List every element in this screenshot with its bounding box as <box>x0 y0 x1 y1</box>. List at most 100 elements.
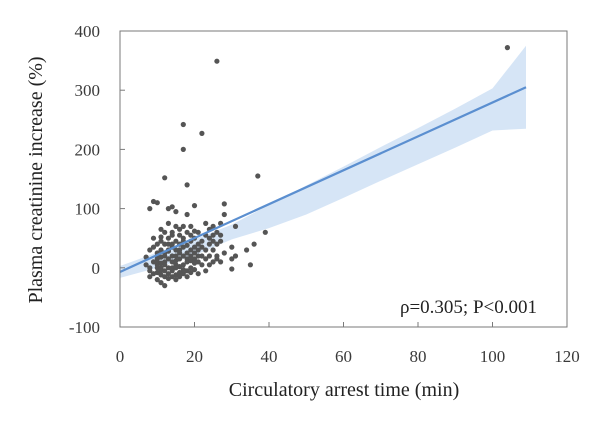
data-point <box>162 262 168 268</box>
data-point <box>203 247 209 253</box>
data-point <box>221 201 227 207</box>
data-point <box>154 200 160 206</box>
data-point <box>165 241 171 247</box>
data-point <box>203 220 209 226</box>
data-point <box>199 238 205 244</box>
data-point <box>154 277 160 283</box>
y-tick-label: 200 <box>75 140 101 159</box>
data-point <box>180 271 186 277</box>
data-point <box>244 247 250 253</box>
data-point <box>214 256 220 262</box>
data-point <box>177 256 183 262</box>
data-point <box>206 235 212 241</box>
data-point <box>206 253 212 259</box>
x-tick-label: 80 <box>410 347 427 366</box>
points-layer <box>143 45 510 289</box>
data-point <box>165 271 171 277</box>
data-point <box>177 247 183 253</box>
data-point <box>229 266 235 272</box>
trend-line <box>119 86 527 273</box>
data-point <box>206 241 212 247</box>
data-point <box>165 256 171 262</box>
data-point <box>210 232 216 238</box>
data-point <box>232 223 239 229</box>
data-point <box>184 229 190 235</box>
data-point <box>169 265 175 271</box>
data-point <box>158 226 164 232</box>
data-point <box>180 223 186 229</box>
data-point <box>173 223 179 229</box>
data-point <box>206 262 212 268</box>
data-point <box>147 268 153 274</box>
data-point <box>251 241 257 247</box>
data-point <box>180 121 186 128</box>
data-point <box>203 256 209 262</box>
data-point <box>504 45 510 51</box>
data-point <box>177 226 183 232</box>
data-point <box>262 229 268 235</box>
data-point <box>158 238 164 244</box>
data-point <box>147 274 153 280</box>
data-point <box>199 244 205 250</box>
data-point <box>195 253 201 259</box>
data-point <box>184 274 190 280</box>
data-point <box>191 244 198 250</box>
data-point <box>162 241 168 247</box>
data-point <box>173 238 179 244</box>
x-tick-label: 0 <box>116 347 125 366</box>
data-point <box>169 232 175 238</box>
data-point <box>147 247 153 253</box>
data-point <box>255 173 261 179</box>
data-point <box>150 244 157 250</box>
data-point <box>158 234 164 240</box>
x-axis-title: Circulatory arrest time (min) <box>229 379 459 401</box>
data-point <box>210 247 216 253</box>
data-point <box>191 256 198 262</box>
data-point <box>165 220 171 226</box>
data-point <box>150 235 157 241</box>
data-point <box>173 277 179 283</box>
data-point <box>218 232 224 238</box>
data-point <box>177 274 183 280</box>
data-point <box>158 280 164 286</box>
data-point <box>184 182 190 188</box>
data-point <box>173 253 179 259</box>
x-tick-label: 100 <box>480 347 506 366</box>
data-point <box>247 262 253 268</box>
data-point <box>218 259 224 265</box>
data-point <box>158 247 164 253</box>
data-point <box>229 244 235 250</box>
data-point <box>214 58 220 64</box>
x-tick-label: 20 <box>186 347 203 366</box>
data-point <box>169 204 175 210</box>
data-point <box>195 229 201 235</box>
data-point <box>184 242 190 248</box>
data-point <box>199 262 205 268</box>
data-point <box>169 253 175 259</box>
data-point <box>184 250 190 256</box>
data-point <box>188 269 194 276</box>
data-point <box>214 229 220 235</box>
data-point <box>180 253 186 259</box>
data-point <box>195 241 201 247</box>
y-axis-title: Plasma creatinine increase (%) <box>25 56 47 303</box>
y-tick-label: 0 <box>92 259 101 278</box>
data-point <box>162 175 168 181</box>
data-point <box>195 259 201 265</box>
data-point <box>188 253 194 259</box>
x-tick-label: 120 <box>554 347 580 366</box>
ticks-layer: -100 0 100 200 300 400 0 20 40 60 80 100 120 <box>69 22 580 366</box>
data-point <box>165 265 171 271</box>
data-point <box>199 253 205 259</box>
data-point <box>150 259 157 265</box>
data-point <box>191 203 198 209</box>
data-point <box>188 223 194 229</box>
correlation-annotation: ρ=0.305; P<0.001 <box>400 297 537 318</box>
data-point <box>214 241 220 247</box>
data-point <box>158 268 164 274</box>
data-point <box>154 241 160 247</box>
data-point <box>165 235 171 241</box>
data-point <box>229 256 235 262</box>
data-point <box>147 206 153 212</box>
